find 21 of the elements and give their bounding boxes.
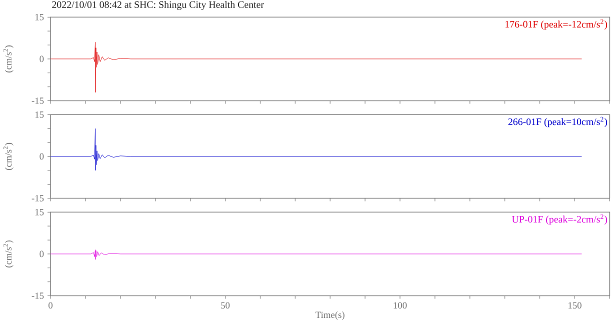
y-tick-label: 15	[35, 14, 44, 21]
y-tick-label: 0	[40, 153, 44, 160]
y-axis-title: (cm/s$^{2}$)	[3, 143, 14, 170]
x-tick-label: 50	[221, 302, 230, 309]
text: 176-01F (peak=-12cm/s$^{2}$)	[506, 20, 608, 30]
text: UP-01F (peak=-2cm/s$^{2}$)	[512, 214, 608, 225]
y-tick-label: -15	[32, 98, 44, 104]
y-tick-label: 15	[35, 209, 44, 216]
y-axis-title: (cm/s$^{2}$)	[3, 46, 14, 73]
y-tick-label: 0	[40, 56, 44, 62]
y-tick-label: 15	[35, 112, 44, 118]
x-tick-label: 150	[568, 302, 582, 309]
y-tick-label: -15	[32, 195, 44, 202]
text: 266-01F (peak=10cm/s$^{2}$)	[508, 117, 608, 128]
y-tick-label: -15	[32, 292, 44, 300]
y-tick-label: 0	[40, 250, 44, 258]
x-tick-label: 0	[48, 302, 53, 309]
x-axis-title: Time(s)	[316, 312, 344, 320]
y-axis-title: (cm/s$^{2}$)	[3, 240, 14, 268]
x-tick-label: 100	[394, 302, 407, 309]
chart-title: 2022/10/01 08:42 at SHC: Shingu City Health Center	[52, 1, 264, 10]
